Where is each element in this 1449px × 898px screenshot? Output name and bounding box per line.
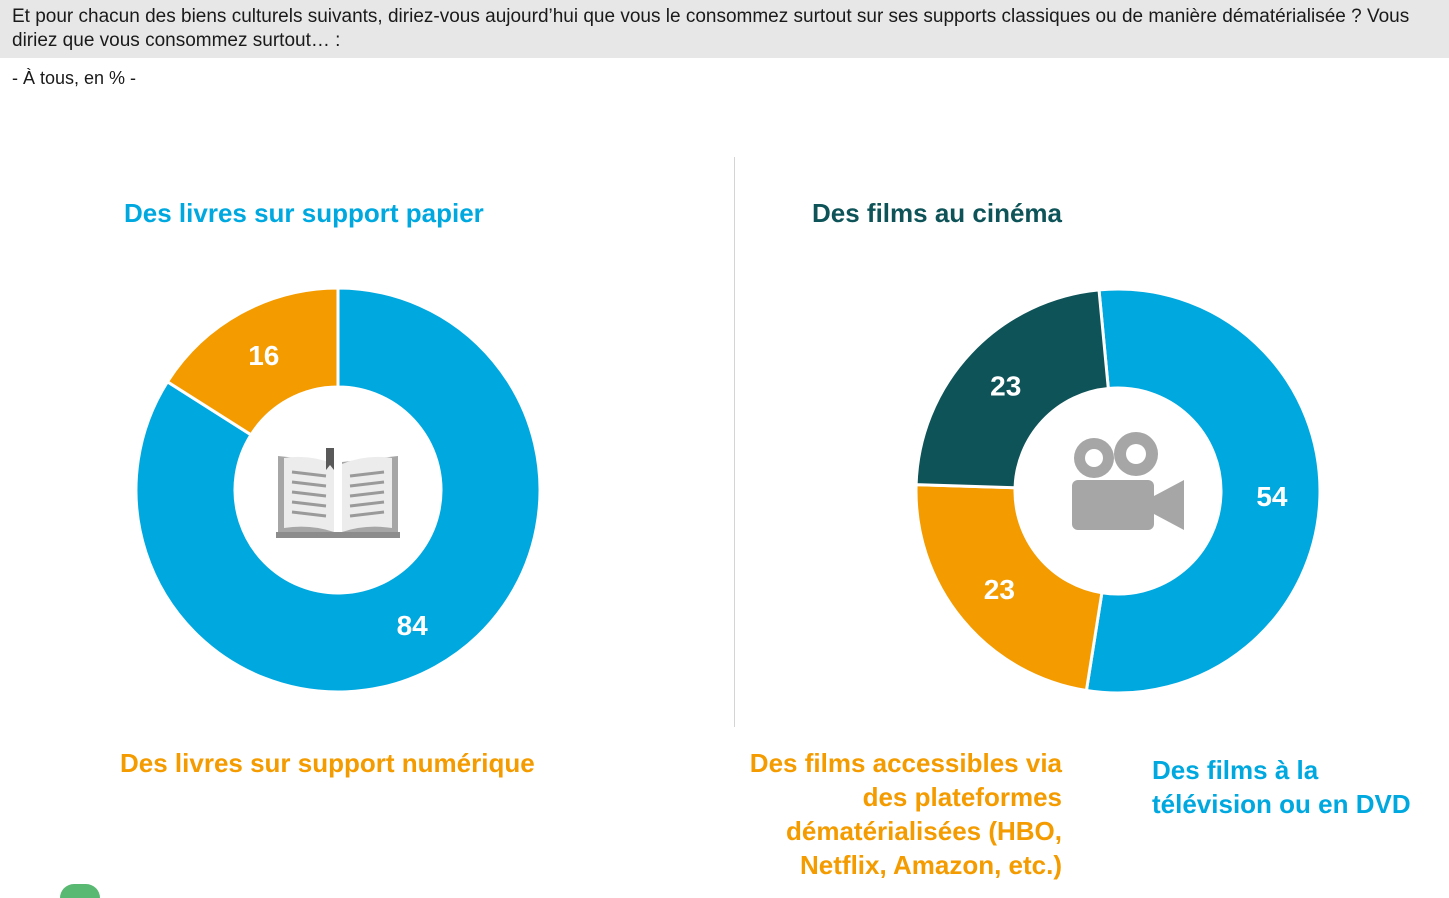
legend-label-films-platforms: Des films accessibles via des plateforme… [749,748,1062,880]
open-book-icon [276,448,400,538]
question-text: Et pour chacun des biens culturels suiva… [12,6,1410,51]
donut-chart-books: 84 16 [134,286,542,694]
legend-label-films-tv: Des films à la télévision ou en DVD [1152,755,1411,819]
donut-slice-value: 54 [1256,481,1288,512]
donut-chart-films: 54 23 23 [914,287,1322,695]
question-header: Et pour chacun des biens culturels suiva… [0,0,1449,58]
chart-title-books: Des livres sur support papier [124,198,484,228]
donut-slice-value: 23 [984,574,1015,605]
donut-slice-value: 16 [248,340,279,371]
brand-logo [60,884,100,898]
chart-divider [734,157,735,727]
chart-title-films: Des films au cinéma [812,198,1062,228]
base-note: - À tous, en % - [12,68,137,88]
movie-camera-icon [1072,432,1184,530]
donut-slice-value: 84 [397,610,429,641]
donut-hole [235,387,441,593]
legend-label-books-digital: Des livres sur support numérique [120,748,535,778]
donut-slice-value: 23 [990,371,1021,402]
